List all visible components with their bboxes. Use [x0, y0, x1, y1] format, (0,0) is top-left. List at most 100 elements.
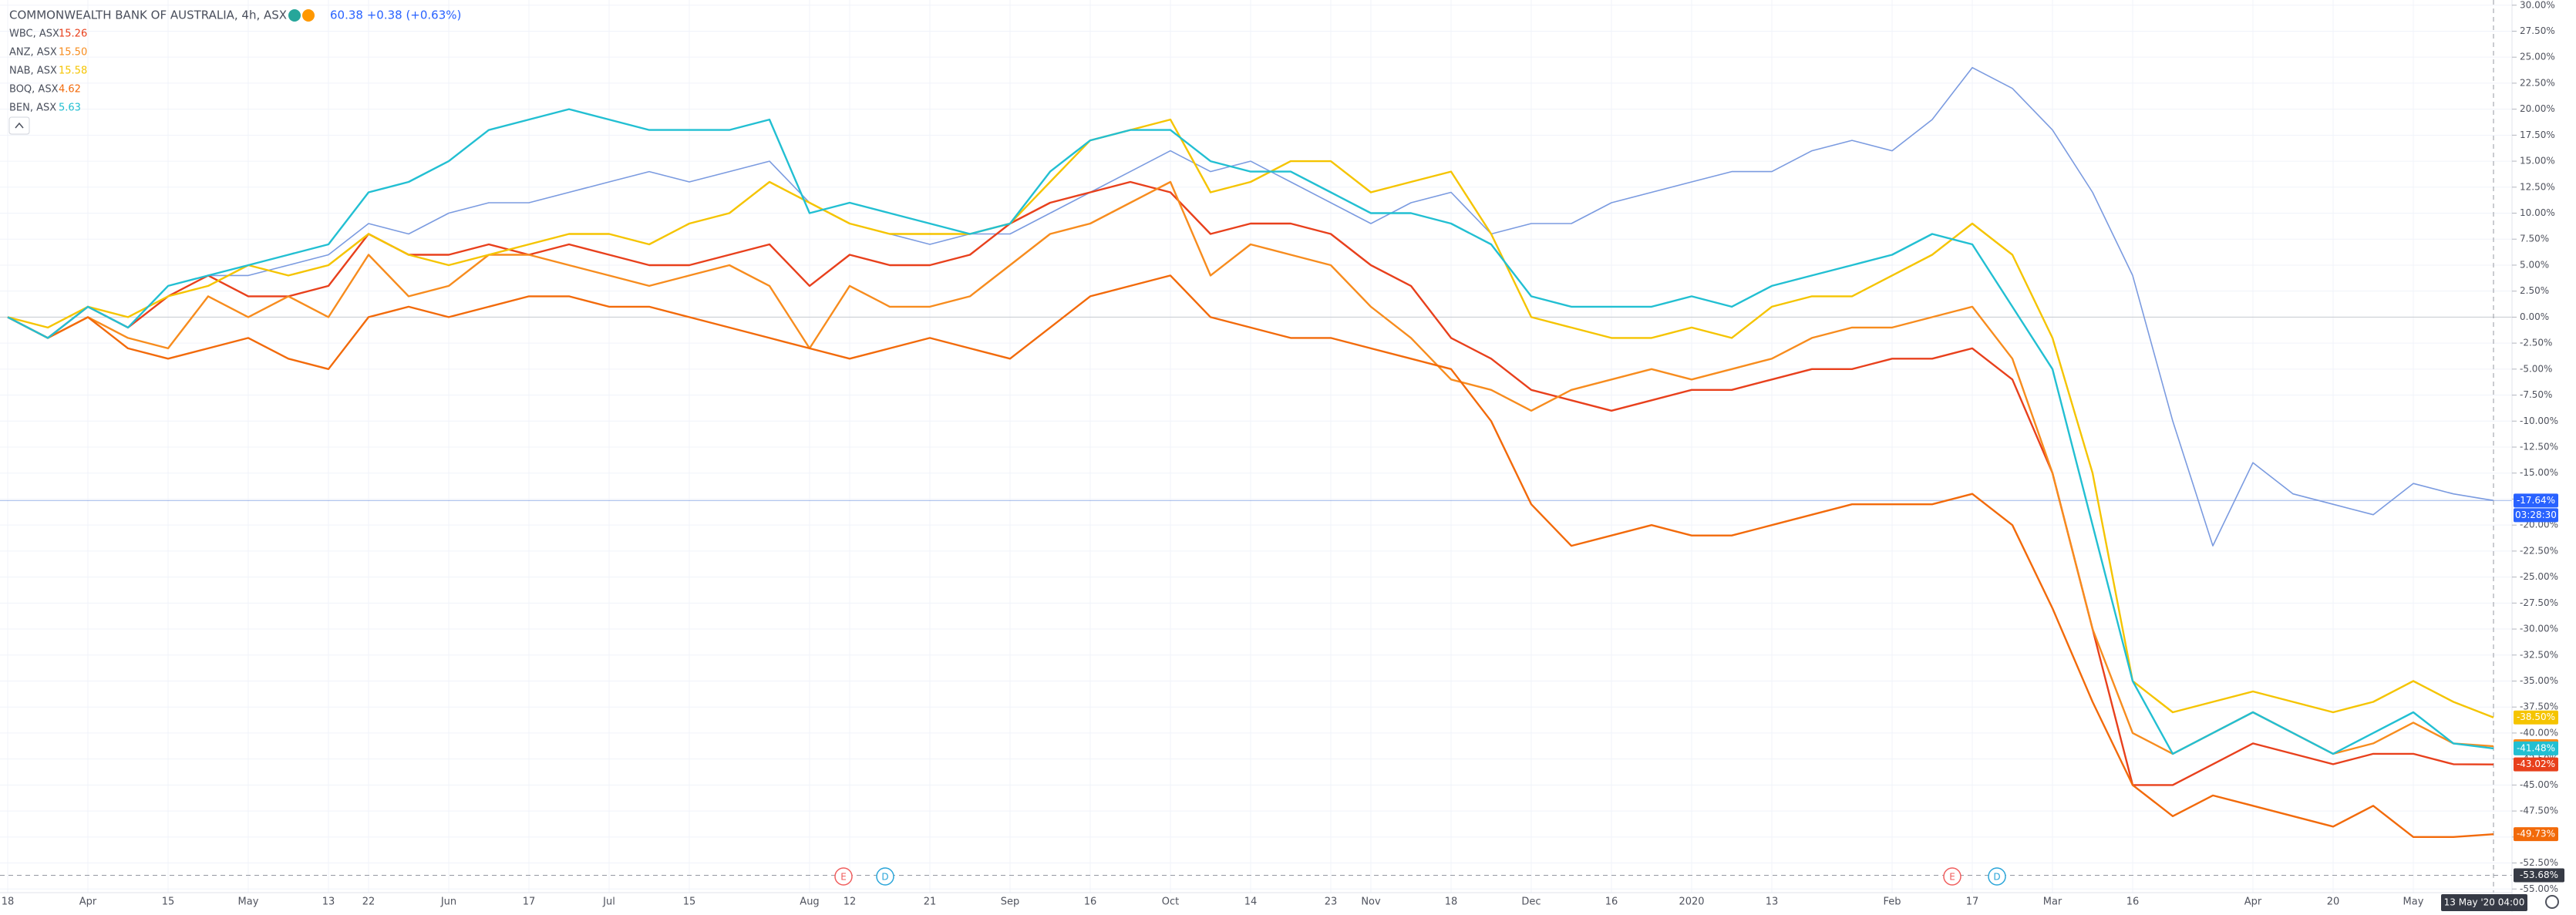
y-tick-label: -32.50% [2520, 649, 2558, 660]
market-status [288, 9, 301, 22]
legend-name: NAB, ASX [9, 66, 57, 77]
x-tick-label: 14 [1244, 896, 1258, 908]
x-tick-label: Sep [1001, 896, 1020, 908]
y-tick-label: -45.00% [2520, 779, 2558, 790]
x-tick-label: Dec [1521, 896, 1541, 908]
y-tick-label: -2.50% [2520, 338, 2552, 348]
y-tick-label: 25.00% [2520, 52, 2555, 62]
y-tick-label: -25.00% [2520, 571, 2558, 582]
x-tick-label: Jun [440, 896, 456, 908]
legend-value: 15.50 [59, 47, 87, 59]
x-tick-label: 18 [2, 896, 15, 908]
legend-name: ANZ, ASX [9, 47, 57, 59]
x-tick-label: 16 [2126, 896, 2140, 908]
x-tick-label: 21 [924, 896, 937, 908]
settings-button[interactable] [2545, 895, 2559, 909]
legend-name: BEN, ASX [9, 103, 56, 114]
series-line [7, 274, 2494, 838]
crosshair-time-label: 13 May '20 04:00 [2444, 897, 2525, 908]
event-marker[interactable] [834, 867, 853, 886]
y-tick-label: 20.00% [2520, 103, 2555, 114]
y-tick-label: -27.50% [2520, 597, 2558, 608]
series-line [7, 66, 2494, 547]
y-tick-label: -15.00% [2520, 467, 2558, 478]
event-label: D [881, 872, 888, 883]
y-tick-label: 10.00% [2520, 207, 2555, 218]
series-line [7, 108, 2494, 755]
x-tick-label: May [2403, 896, 2424, 908]
event-label: E [1949, 872, 1955, 883]
x-tick-label: 13 [322, 896, 335, 908]
y-tick-label: 22.50% [2520, 77, 2555, 88]
collapse-legend-button[interactable] [8, 116, 30, 135]
x-tick-label: Apr [2244, 896, 2262, 908]
data-status [302, 9, 315, 22]
last-value-badge [2514, 493, 2558, 508]
crosshair-time-badge [2441, 894, 2527, 911]
x-tick-label: Nov [1361, 896, 1381, 908]
series-line [7, 180, 2494, 755]
x-tick-label: 17 [1966, 896, 1979, 908]
symbol-title: COMMONWEALTH BANK OF AUSTRALIA, 4h, ASX [9, 8, 287, 22]
x-tick-label: 17 [523, 896, 536, 908]
y-tick-label: -5.00% [2520, 363, 2552, 374]
y-tick-label: -40.00% [2520, 727, 2558, 738]
x-tick-label: Mar [2043, 896, 2062, 908]
event-label: D [1993, 872, 2000, 883]
y-tick-label: -30.00% [2520, 624, 2558, 634]
last-value-label: -38.50% [2517, 711, 2555, 722]
y-tick-label: -55.00% [2520, 883, 2558, 894]
y-tick-label: 17.50% [2520, 130, 2555, 140]
collapse-icon [15, 122, 24, 129]
event-marker[interactable] [1943, 867, 1961, 886]
y-tick-label: -37.50% [2520, 701, 2558, 712]
legend-name: WBC, ASX [9, 29, 59, 40]
event-marker[interactable] [876, 867, 894, 886]
legend-value: 4.62 [59, 84, 81, 96]
x-tick-label: 15 [162, 896, 175, 908]
y-tick-label: 12.50% [2520, 181, 2555, 192]
countdown-badge [2514, 508, 2558, 523]
event-label: E [840, 872, 847, 883]
price-labels: -17.64%03:28:30-43.02%-41.27%-38.50%-49.… [2441, 493, 2564, 911]
legend-value: 5.63 [59, 103, 81, 114]
y-tick-label: 30.00% [2520, 0, 2555, 10]
y-tick-label: 7.50% [2520, 234, 2549, 244]
x-tick-label: Apr [79, 896, 97, 908]
x-tick-label: 20 [2327, 896, 2340, 908]
y-tick-label: -12.50% [2520, 442, 2558, 452]
y-tick-label: 15.00% [2520, 156, 2555, 167]
x-tick-label: 15 [683, 896, 696, 908]
legend-name: BOQ, ASX [9, 84, 59, 96]
y-tick-label: -22.50% [2520, 545, 2558, 556]
last-value-label: -41.48% [2517, 742, 2555, 753]
legend-value: 15.58 [59, 66, 87, 77]
crosshair-value-badge [2514, 868, 2564, 883]
x-tick-label: 23 [1325, 896, 1338, 908]
y-tick-label: -52.50% [2520, 857, 2558, 868]
x-tick-label: Feb [1883, 896, 1901, 908]
x-tick-label: 2020 [1679, 896, 1704, 908]
last-value-badge [2514, 827, 2558, 842]
last-value-label: -17.64% [2517, 495, 2555, 506]
y-tick-label: -10.00% [2520, 415, 2558, 426]
y-tick-label: 0.00% [2520, 311, 2549, 322]
symbol-change: 60.38 +0.38 (+0.63%) [330, 8, 461, 22]
x-tick-label: 16 [1084, 896, 1097, 908]
x-tick-label: 18 [1445, 896, 1458, 908]
x-tick-label: 12 [844, 896, 857, 908]
crosshair-value-label: -53.68% [2520, 870, 2558, 880]
x-tick-label: 13 [1766, 896, 1779, 908]
event-marker[interactable] [1988, 867, 2006, 886]
y-tick-label: 2.50% [2520, 285, 2549, 296]
x-tick-label: Aug [800, 896, 819, 908]
last-value-label: -43.02% [2517, 759, 2555, 769]
legend: COMMONWEALTH BANK OF AUSTRALIA, 4h, ASX … [8, 8, 461, 135]
series-line [7, 118, 2494, 718]
x-tick-label: Jul [602, 896, 615, 908]
last-value-badge [2514, 741, 2558, 755]
x-tick-label: 22 [362, 896, 375, 908]
last-value-badge [2514, 710, 2558, 725]
